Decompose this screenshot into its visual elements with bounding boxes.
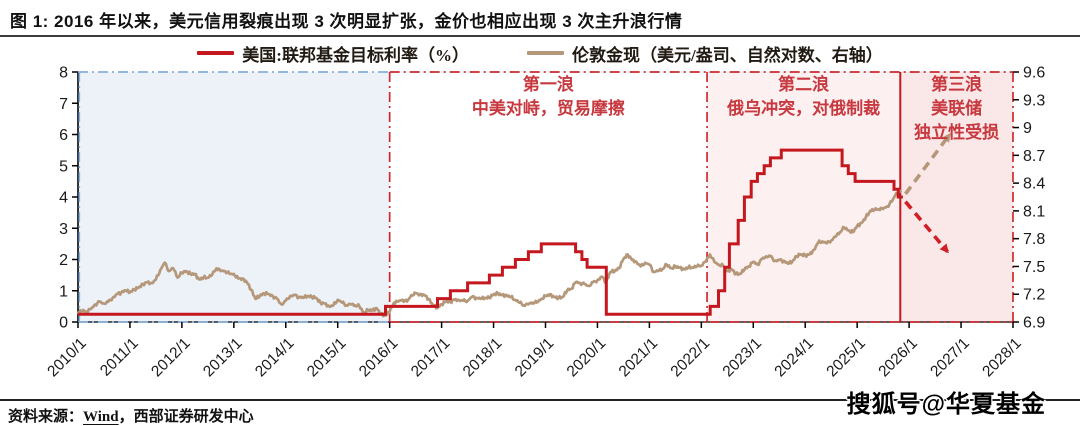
region-pre-2016: [78, 72, 390, 322]
source-prefix: 资料来源：: [8, 409, 84, 425]
x-axis-tick-label: 2016/1: [356, 335, 402, 381]
legend: 美国:联邦基金目标利率（%） 伦敦金现（美元/盎司、自然对数、右轴）: [0, 40, 1080, 66]
gold-line-swatch: [526, 51, 564, 55]
x-axis-tick-label: 2019/1: [512, 335, 558, 381]
left-axis-tick-label: 2: [59, 252, 68, 269]
right-axis-tick-label: 9: [1023, 120, 1032, 137]
left-axis-tick-label: 4: [59, 190, 68, 207]
figure-title: 图 1: 2016 年以来，美元信用裂痕出现 3 次明显扩张，金价也相应出现 3…: [10, 12, 683, 31]
x-axis-tick-label: 2023/1: [720, 335, 766, 381]
annotation-wave3-line3: 独立性受损: [914, 122, 999, 142]
right-axis-tick-label: 8.1: [1023, 203, 1045, 220]
rate-projection-arrow: [904, 200, 949, 254]
legend-item-london-gold: 伦敦金现（美元/盎司、自然对数、右轴）: [526, 41, 883, 66]
annotation-wave3-line2: 美联储: [931, 98, 982, 118]
right-axis-tick-label: 7.2: [1023, 287, 1045, 304]
gold-projection-arrow: [904, 132, 952, 195]
x-axis-tick-label: 2011/1: [97, 335, 142, 380]
fed-rate-line-swatch: [197, 51, 235, 55]
right-axis-tick-label: 6.9: [1023, 315, 1045, 332]
left-axis-tick-label: 8: [59, 65, 68, 82]
source-note: 资料来源：Wind，西部证券研发中心: [8, 405, 254, 426]
left-axis-tick-label: 5: [59, 158, 68, 175]
x-axis-tick-label: 2026/1: [875, 335, 921, 381]
title-divider: [0, 35, 1080, 37]
x-axis-tick-label: 2018/1: [460, 335, 506, 381]
source-wind-link[interactable]: Wind: [83, 409, 119, 425]
source-suffix: ，西部证券研发中心: [118, 409, 254, 425]
right-axis-tick-label: 9.6: [1023, 65, 1045, 82]
footer-divider: [0, 399, 1080, 401]
right-axis-tick-label: 7.8: [1023, 231, 1045, 248]
region-wave2: [707, 72, 901, 322]
x-axis-tick-label: 2012/1: [148, 335, 194, 381]
legend-label-london-gold: 伦敦金现（美元/盎司、自然对数、右轴）: [571, 45, 883, 65]
right-axis-tick-label: 9.3: [1023, 92, 1045, 109]
x-axis-tick-label: 2010/1: [44, 335, 90, 381]
x-axis-tick-label: 2022/1: [668, 335, 714, 381]
region-wave1: [389, 72, 708, 322]
watermark: 搜狐号@华夏基金: [846, 391, 1046, 418]
annotation-wave1-line2: 中美对峙，贸易摩擦: [472, 98, 625, 118]
annotation-wave2-line1: 第二浪: [778, 74, 829, 94]
annotation-wave3-line1: 第三浪: [931, 74, 982, 94]
legend-item-fed-rate: 美国:联邦基金目标利率（%）: [197, 41, 469, 66]
region-wave3: [900, 72, 1013, 322]
fed-rate-step-line: [78, 148, 903, 316]
left-axis-tick-label: 7: [59, 96, 68, 113]
x-axis-tick-label: 2014/1: [252, 335, 298, 381]
annotation-wave2-line2: 俄乌冲突，对俄制裁: [726, 98, 880, 118]
x-axis-tick-label: 2013/1: [200, 335, 246, 381]
left-axis-tick-label: 1: [59, 283, 68, 300]
x-axis-tick-label: 2017/1: [408, 335, 454, 381]
annotation-wave1-line1: 第一浪: [523, 74, 574, 94]
x-axis-tick-label: 2021/1: [616, 335, 662, 381]
x-axis-tick-label: 2015/1: [304, 335, 350, 381]
x-axis-tick-label: 2027/1: [927, 335, 973, 381]
right-axis-tick-label: 8.4: [1023, 176, 1045, 193]
x-axis-tick-label: 2025/1: [823, 335, 869, 381]
left-axis-tick-label: 6: [59, 127, 68, 144]
left-axis-tick-label: 3: [59, 221, 68, 238]
gold-price-line: [76, 189, 902, 318]
x-axis-tick-label: 2024/1: [771, 335, 817, 381]
legend-label-fed-rate: 美国:联邦基金目标利率（%）: [242, 45, 469, 65]
right-axis-tick-label: 7.5: [1023, 259, 1045, 276]
x-axis-tick-label: 2028/1: [979, 335, 1025, 381]
right-axis-tick-label: 8.7: [1023, 148, 1045, 165]
x-axis-tick-label: 2020/1: [564, 335, 610, 381]
left-axis-tick-label: 0: [59, 315, 68, 332]
